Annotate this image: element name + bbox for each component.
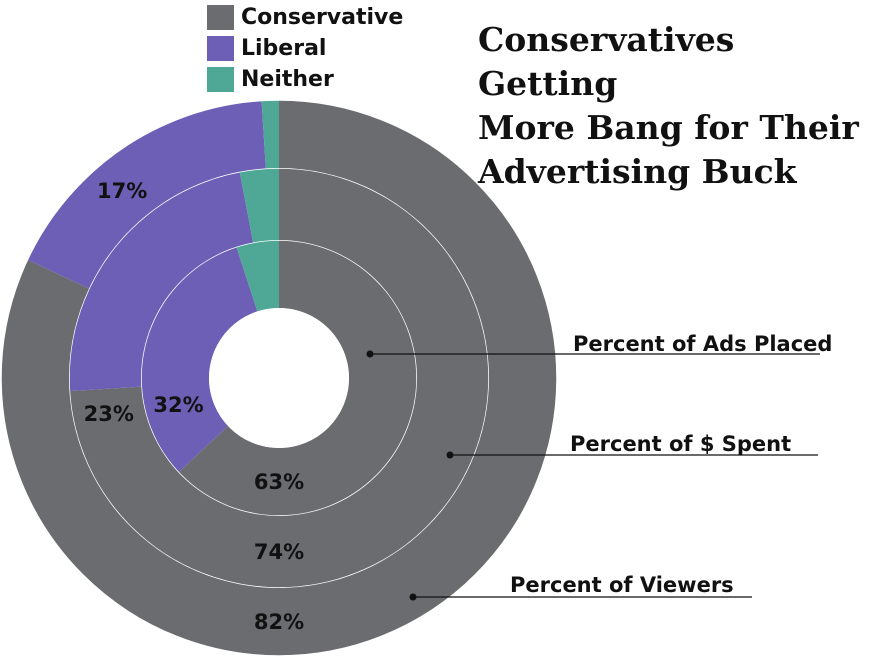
ring-label-ads: Percent of Ads Placed — [573, 332, 832, 356]
segment-viewers-neither — [261, 100, 279, 169]
legend-label-neither: Neither — [241, 67, 334, 92]
ring-label-viewers: Percent of Viewers — [510, 573, 734, 597]
segment-ads-conservative — [178, 240, 417, 516]
legend-label-conservative: Conservative — [241, 5, 404, 30]
pct-label-spent-conservative: 74% — [254, 540, 304, 564]
segment-spent-liberal — [69, 171, 254, 392]
ring-callouts: Percent of Ads Placed Percent of $ Spent P… — [366, 332, 832, 601]
segment-viewers-liberal — [27, 100, 266, 289]
legend-label-liberal: Liberal — [241, 36, 327, 61]
chart-title-line-2: More Bang for Their — [478, 108, 859, 147]
chart-title-line-3: Advertising Buck — [478, 152, 797, 191]
donut-rings — [0, 99, 558, 657]
segment-ads-neither — [236, 240, 279, 312]
ring-border-2 — [0, 99, 558, 657]
legend-swatch-neither — [207, 67, 234, 92]
legend-item-neither: Neither — [207, 64, 403, 95]
chart-title-line-1: Conservatives Getting — [478, 20, 735, 103]
pct-label-viewers-liberal: 17% — [97, 179, 147, 203]
segment-spent-conservative — [69, 168, 489, 588]
donut-hole — [209, 308, 349, 448]
ring-label-spent: Percent of $ Spent — [570, 432, 791, 456]
legend-swatch-liberal — [207, 36, 234, 61]
legend: Conservative Liberal Neither — [207, 2, 403, 95]
legend-item-conservative: Conservative — [207, 2, 403, 33]
pct-label-spent-liberal: 23% — [84, 402, 134, 426]
chart-title: Conservatives Getting More Bang for Thei… — [478, 18, 868, 194]
segment-spent-neither — [239, 168, 279, 243]
pct-label-viewers-conservative: 82% — [254, 610, 304, 634]
legend-swatch-conservative — [207, 5, 234, 30]
segment-ads-liberal — [141, 246, 258, 473]
pct-label-ads-liberal: 32% — [153, 393, 203, 417]
percent-labels: 63% 32% 74% 23% 82% 17% — [84, 179, 304, 634]
legend-item-liberal: Liberal — [207, 33, 403, 64]
pct-label-ads-conservative: 63% — [254, 470, 304, 494]
